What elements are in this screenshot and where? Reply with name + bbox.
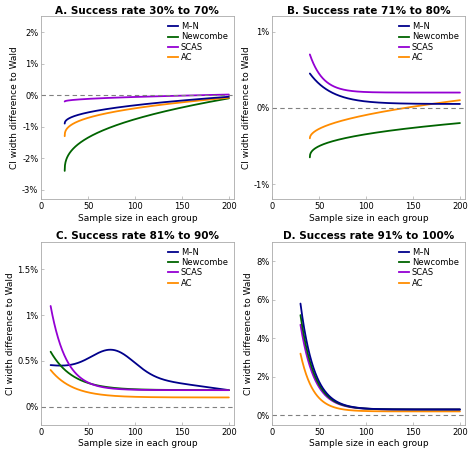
Title: A. Success rate 30% to 70%: A. Success rate 30% to 70% — [55, 5, 219, 15]
Legend: M–N, Newcombe, SCAS, AC: M–N, Newcombe, SCAS, AC — [166, 246, 229, 289]
Title: B. Success rate 71% to 80%: B. Success rate 71% to 80% — [287, 5, 450, 15]
Legend: M–N, Newcombe, SCAS, AC: M–N, Newcombe, SCAS, AC — [398, 246, 460, 289]
Y-axis label: CI width difference to Wald: CI width difference to Wald — [6, 272, 15, 395]
X-axis label: Sample size in each group: Sample size in each group — [309, 439, 428, 449]
Title: C. Success rate 81% to 90%: C. Success rate 81% to 90% — [56, 231, 219, 241]
Y-axis label: CI width difference to Wald: CI width difference to Wald — [242, 46, 251, 169]
Title: D. Success rate 91% to 100%: D. Success rate 91% to 100% — [283, 231, 454, 241]
X-axis label: Sample size in each group: Sample size in each group — [78, 439, 197, 449]
Legend: M–N, Newcombe, SCAS, AC: M–N, Newcombe, SCAS, AC — [166, 20, 229, 64]
X-axis label: Sample size in each group: Sample size in each group — [78, 214, 197, 223]
X-axis label: Sample size in each group: Sample size in each group — [309, 214, 428, 223]
Legend: M–N, Newcombe, SCAS, AC: M–N, Newcombe, SCAS, AC — [398, 20, 460, 64]
Y-axis label: CI width difference to Wald: CI width difference to Wald — [245, 272, 254, 395]
Y-axis label: CI width difference to Wald: CI width difference to Wald — [10, 46, 19, 169]
